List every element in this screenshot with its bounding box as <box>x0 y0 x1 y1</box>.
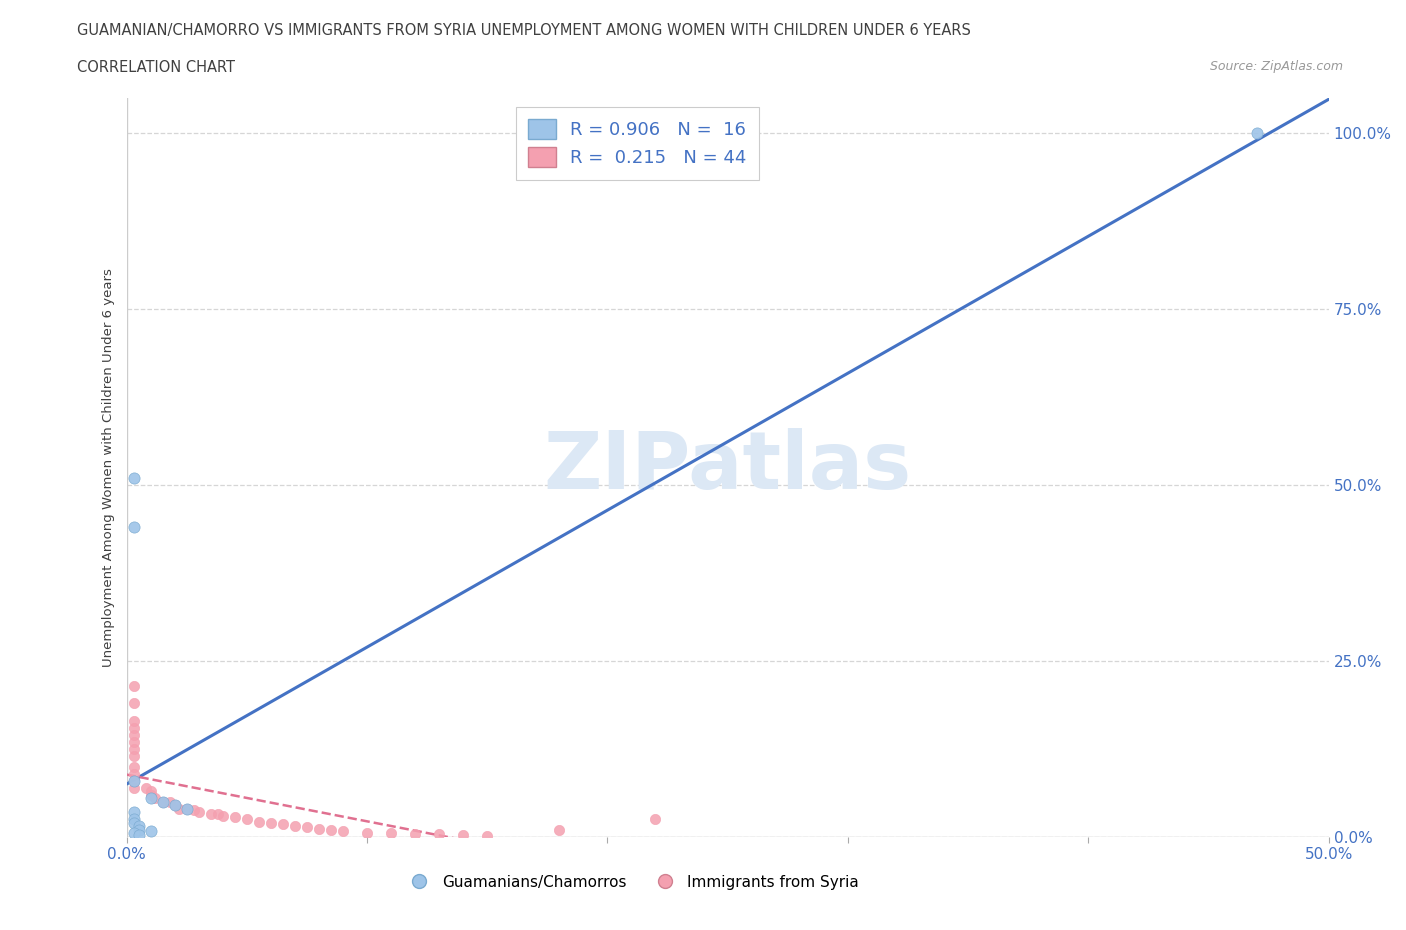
Point <box>548 822 571 837</box>
Point <box>122 773 145 788</box>
Point <box>211 808 233 823</box>
Point <box>122 826 145 841</box>
Point <box>271 817 294 831</box>
Text: ZIPatlas: ZIPatlas <box>544 429 911 506</box>
Point <box>176 802 198 817</box>
Point <box>1246 126 1268 140</box>
Point <box>169 802 191 817</box>
Point <box>356 825 378 840</box>
Point <box>128 819 150 834</box>
Point <box>135 780 157 795</box>
Point <box>122 741 145 756</box>
Text: GUAMANIAN/CHAMORRO VS IMMIGRANTS FROM SYRIA UNEMPLOYMENT AMONG WOMEN WITH CHILDR: GUAMANIAN/CHAMORRO VS IMMIGRANTS FROM SY… <box>77 23 972 38</box>
Point <box>260 816 283 830</box>
Point <box>128 828 150 843</box>
Point <box>122 759 145 774</box>
Point <box>163 798 186 813</box>
Point <box>122 678 145 693</box>
Point <box>308 821 330 836</box>
Point <box>451 828 474 843</box>
Point <box>122 812 145 827</box>
Point <box>152 794 174 809</box>
Point <box>122 805 145 820</box>
Point <box>644 812 666 827</box>
Point <box>427 827 450 842</box>
Point <box>319 822 342 837</box>
Text: CORRELATION CHART: CORRELATION CHART <box>77 60 235 75</box>
Point <box>122 766 145 781</box>
Point <box>122 520 145 535</box>
Text: Source: ZipAtlas.com: Source: ZipAtlas.com <box>1209 60 1343 73</box>
Point <box>183 803 205 817</box>
Point <box>295 819 318 834</box>
Point <box>176 802 198 817</box>
Point <box>224 810 246 825</box>
Point <box>139 824 162 839</box>
Point <box>187 805 209 820</box>
Point <box>284 818 307 833</box>
Point <box>122 780 145 795</box>
Point <box>332 824 354 839</box>
Point <box>122 471 145 485</box>
Point <box>122 749 145 764</box>
Point <box>207 807 229 822</box>
Point <box>122 773 145 788</box>
Point <box>247 814 270 829</box>
Point <box>145 790 167 805</box>
Point <box>475 828 498 843</box>
Point <box>163 798 186 813</box>
Legend: Guamanians/Chamorros, Immigrants from Syria: Guamanians/Chamorros, Immigrants from Sy… <box>398 869 865 896</box>
Point <box>152 794 174 809</box>
Point <box>122 721 145 736</box>
Point <box>139 784 162 799</box>
Y-axis label: Unemployment Among Women with Children Under 6 years: Unemployment Among Women with Children U… <box>101 268 115 667</box>
Point <box>122 713 145 728</box>
Point <box>139 790 162 805</box>
Point <box>122 735 145 750</box>
Point <box>128 822 150 837</box>
Point <box>159 794 181 809</box>
Point <box>235 812 259 827</box>
Point <box>122 696 145 711</box>
Point <box>122 727 145 742</box>
Point <box>122 816 145 830</box>
Point <box>404 827 426 842</box>
Point <box>380 826 402 841</box>
Point <box>200 806 222 821</box>
Point <box>139 788 162 803</box>
